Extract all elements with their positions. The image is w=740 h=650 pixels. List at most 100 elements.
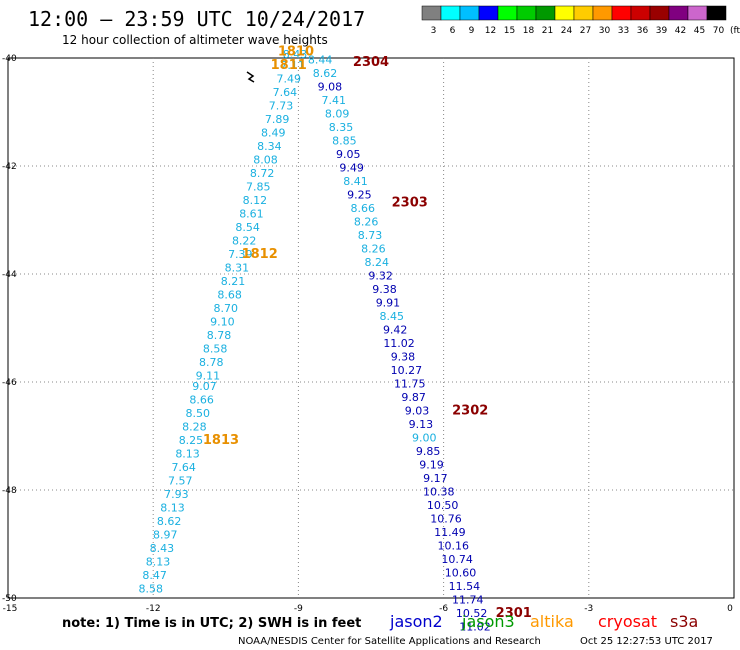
legend-swatch <box>459 5 480 21</box>
pass-time-label: 2302 <box>452 403 488 418</box>
lon-tick-label: -12 <box>146 604 161 614</box>
wave-height-label: 9.87 <box>401 391 426 404</box>
credit-text: NOAA/NESDIS Center for Satellite Applica… <box>238 636 541 647</box>
satellite-name: jason3 <box>461 612 515 631</box>
legend-swatch <box>440 5 461 21</box>
wave-height-label: 8.44 <box>308 53 333 66</box>
wave-height-label: 8.13 <box>175 448 200 461</box>
wave-height-label: 8.78 <box>207 329 232 342</box>
pass-time-label: 1813 <box>203 433 239 448</box>
legend-swatch <box>573 5 594 21</box>
wave-height-label: 8.62 <box>157 515 182 528</box>
legend-label: 18 <box>523 26 535 36</box>
legend-swatch <box>421 5 442 21</box>
map-grid <box>8 58 734 598</box>
wave-height-label: 9.91 <box>376 296 401 309</box>
legend-label: 33 <box>618 26 629 36</box>
wave-height-label: 7.11 <box>280 59 305 72</box>
legend-label: 6 <box>450 26 456 36</box>
legend-label: 27 <box>580 26 591 36</box>
wave-height-label: 8.13 <box>160 502 185 515</box>
wave-height-label: 8.70 <box>214 302 239 315</box>
wave-height-label: 10.52 <box>456 607 488 620</box>
legend-label: 45 <box>694 26 705 36</box>
legend-label: 70 <box>713 26 725 36</box>
lat-tick-label: -50 <box>2 594 17 604</box>
wave-height-label: 7.85 <box>246 180 271 193</box>
legend-swatch <box>649 5 670 21</box>
wave-height-label: 8.50 <box>185 407 210 420</box>
legend-label: 9 <box>469 26 475 36</box>
wave-height-label: 11.74 <box>452 593 484 606</box>
footer-timestamp: Oct 25 12:27:53 UTC 2017 <box>580 636 713 647</box>
wave-height-label: 10.60 <box>445 566 477 579</box>
legend-label: 24 <box>561 26 573 36</box>
lon-tick-label: -9 <box>294 604 303 614</box>
wave-height-label: 11.49 <box>434 526 466 539</box>
wave-height-label: 8.72 <box>250 167 275 180</box>
wave-height-label: 7.64 <box>171 461 196 474</box>
wave-height-label: 8.21 <box>221 275 246 288</box>
pass-time-label: 2301 <box>496 606 532 621</box>
wave-height-label: 8.68 <box>217 288 242 301</box>
lon-tick-label: 0 <box>727 604 733 614</box>
wave-height-label: 8.78 <box>199 356 224 369</box>
lat-tick-label: -46 <box>2 378 17 388</box>
legend-swatch <box>478 5 499 21</box>
legend-swatch <box>630 5 651 21</box>
legend-swatch <box>554 5 575 21</box>
wave-height-label: 9.00 <box>412 431 437 444</box>
lon-tick-label: -3 <box>584 604 593 614</box>
lat-tick-label: -40 <box>2 54 17 64</box>
wave-height-label: 9.25 <box>347 188 372 201</box>
wave-height-label: 11.75 <box>394 377 426 390</box>
wave-height-label: 9.38 <box>372 283 397 296</box>
wave-height-label: 11.54 <box>449 580 481 593</box>
map-frame <box>7 57 735 599</box>
wave-height-label: 9.32 <box>368 269 393 282</box>
legend-label: 21 <box>542 26 553 36</box>
pass-time-label: 1811 <box>271 58 307 73</box>
wave-height-label: 10.50 <box>427 499 459 512</box>
wave-height-label: 10.74 <box>441 553 473 566</box>
wave-height-label: 7.39 <box>228 248 253 261</box>
legend-label: 3 <box>431 26 437 36</box>
wave-height-label: 8.34 <box>257 140 282 153</box>
legend-swatch <box>706 5 727 21</box>
footer-note: note: 1) Time is in UTC; 2) SWH is in fe… <box>62 616 361 631</box>
legend-swatch <box>516 5 537 21</box>
wave-height-label: 8.49 <box>261 126 286 139</box>
lon-tick-label: -15 <box>3 604 18 614</box>
wave-height-label: 9.08 <box>318 80 343 93</box>
wave-height-label: 9.85 <box>416 445 441 458</box>
legend-swatch <box>611 5 632 21</box>
map-title: 12:00 – 23:59 UTC 10/24/2017 <box>28 7 365 31</box>
lat-tick-label: -42 <box>2 162 17 172</box>
wave-height-label: 8.97 <box>153 529 178 542</box>
legend-label: 39 <box>656 26 668 36</box>
wave-height-label: 8.35 <box>329 121 354 134</box>
pass-time-label: 2303 <box>392 196 428 211</box>
wave-height-label: 8.13 <box>146 556 171 569</box>
wave-height-label: 11.02 <box>459 620 491 633</box>
wave-height-label: 9.13 <box>409 418 434 431</box>
satellite-name: jason2 <box>389 612 443 631</box>
legend-swatch <box>497 5 518 21</box>
lon-tick-label: -6 <box>439 604 448 614</box>
wave-height-label: 7.41 <box>321 94 346 107</box>
legend-swatch <box>592 5 613 21</box>
legend-swatch <box>535 5 556 21</box>
wave-height-label: 10.27 <box>391 364 423 377</box>
wave-height-label: 7.89 <box>265 113 290 126</box>
lat-tick-label: -48 <box>2 486 17 496</box>
wave-height-label: 9.38 <box>391 350 416 363</box>
legend-label: 15 <box>504 26 515 36</box>
legend-label: 12 <box>485 26 496 36</box>
wave-height-label: 9.19 <box>419 458 444 471</box>
wave-height-label: 7.57 <box>168 475 193 488</box>
wave-height-label: 8.31 <box>225 261 250 274</box>
wave-height-label: 8.43 <box>150 542 175 555</box>
wave-height-label: 8.73 <box>358 229 383 242</box>
pass-time-label: 2304 <box>353 55 389 70</box>
